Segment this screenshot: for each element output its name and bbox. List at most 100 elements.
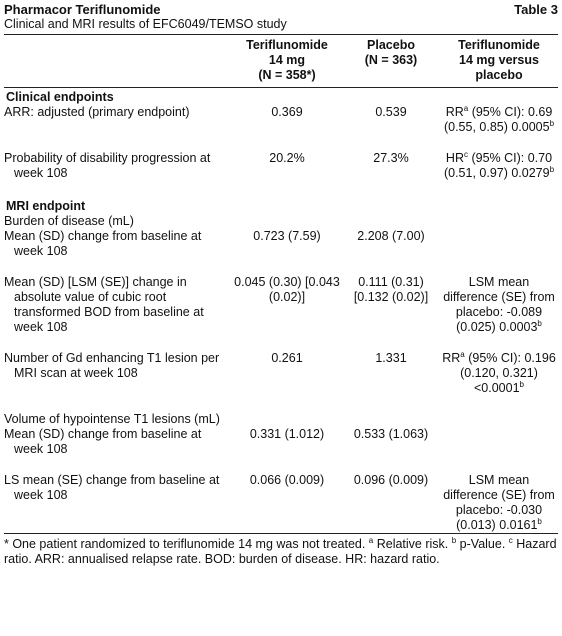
- text: LSM mean difference (SE) from placebo: -…: [443, 275, 555, 334]
- cell: [440, 214, 558, 229]
- cell: 0.096 (0.009): [342, 473, 440, 533]
- cell: RRa (95% CI): 0.69 (0.55, 0.85) 0.0005b: [440, 104, 558, 151]
- superscript: b: [537, 318, 542, 328]
- cell: LSM mean difference (SE) from placebo: -…: [440, 275, 558, 351]
- text: 0.533 (1.063): [353, 427, 429, 441]
- document: Pharmacor Teriflunomide Table 3 Clinical…: [4, 2, 558, 566]
- row-label: LS mean (SE) change from baseline at wee…: [4, 473, 232, 533]
- cell: 0.723 (7.59): [232, 229, 342, 275]
- text: LSM mean difference (SE) from placebo: -…: [443, 473, 555, 532]
- cell: [232, 214, 342, 229]
- header-line: 14 mg: [268, 53, 306, 67]
- text: RR: [445, 105, 464, 119]
- text: 27.3%: [373, 151, 409, 165]
- text: p-Value.: [456, 537, 509, 551]
- table-row: Mean (SD) [LSM (SE)] change in absolute …: [4, 275, 558, 351]
- cell: 0.066 (0.009): [232, 473, 342, 533]
- cell: 0.539: [342, 105, 440, 151]
- superscript: b: [549, 118, 555, 128]
- cell: 0.533 (1.063): [342, 427, 440, 473]
- text: RR: [442, 351, 461, 365]
- text: 0.096 (0.009): [353, 473, 429, 487]
- text: 0.539: [375, 105, 407, 119]
- header-line: 14 mg versus: [459, 53, 539, 67]
- text: (95% CI): 0.69 (0.55, 0.85) 0.0005: [443, 105, 553, 134]
- text: HR: [445, 151, 464, 165]
- cell: 0.261: [232, 351, 342, 412]
- cell: 27.3%: [342, 151, 440, 197]
- row-label: Mean (SD) [LSM (SE)] change in absolute …: [4, 275, 232, 351]
- text: LS mean (SE) change from baseline at wee…: [4, 473, 220, 502]
- text: Hazard ratio. ARR: annualised relapse ra…: [4, 537, 557, 566]
- row-label: Volume of hypointense T1 lesions (mL): [4, 412, 232, 427]
- title: Pharmacor Teriflunomide: [4, 2, 161, 17]
- superscript: b: [537, 516, 542, 526]
- table-row: Clinical endpoints: [4, 88, 558, 106]
- table-row: ARR: adjusted (primary endpoint) 0.369 0.5…: [4, 104, 558, 151]
- text: 0.066 (0.009): [249, 473, 325, 487]
- superscript: b: [549, 164, 555, 174]
- cell: 20.2%: [232, 151, 342, 197]
- column-header: Placebo (N = 363): [342, 35, 440, 88]
- text: 20.2%: [269, 151, 305, 165]
- table-body: Clinical endpoints ARR: adjusted (primary…: [4, 88, 558, 534]
- cell: [440, 229, 558, 275]
- column-header: Teriflunomide 14 mg versus placebo: [440, 35, 558, 88]
- text: * One patient randomized to teriflunomid…: [4, 537, 369, 551]
- text: 2.208 (7.00): [357, 229, 425, 243]
- column-header: Teriflunomide 14 mg (N = 358*): [232, 35, 342, 88]
- header-line: (N = 363): [364, 53, 418, 67]
- header-line: (N = 358*): [258, 68, 316, 82]
- row-label: Probability of disability progression at…: [4, 151, 232, 197]
- table-row: LS mean (SE) change from baseline at wee…: [4, 473, 558, 533]
- text: 0.045 (0.30) [0.043 (0.02)]: [234, 275, 340, 304]
- text: Number of Gd enhancing T1 lesion per MRI…: [4, 351, 220, 380]
- table-row: Volume of hypointense T1 lesions (mL): [4, 412, 558, 427]
- text: Volume of hypointense T1 lesions (mL): [4, 412, 220, 426]
- superscript: c: [463, 149, 468, 159]
- header-line: placebo: [475, 68, 523, 82]
- cell: 1.331: [342, 351, 440, 412]
- cell: [232, 412, 342, 427]
- text: 0.111 (0.31) [0.132 (0.02)]: [353, 275, 429, 304]
- section-heading: Clinical endpoints: [6, 90, 114, 104]
- text: 0.723 (7.59): [253, 229, 321, 243]
- row-label: Mean (SD) change from baseline at week 1…: [4, 427, 232, 473]
- cell: [440, 427, 558, 473]
- text: Relative risk.: [373, 537, 452, 551]
- title-bar: Pharmacor Teriflunomide Table 3: [4, 2, 558, 17]
- table-row: Burden of disease (mL): [4, 214, 558, 229]
- text: Mean (SD) [LSM (SE)] change in absolute …: [4, 275, 204, 334]
- header-cell: [4, 35, 232, 88]
- superscript: c: [508, 535, 513, 545]
- text: (95% CI): 0.70 (0.51, 0.97) 0.0279: [443, 151, 553, 180]
- table-row: MRI endpoint: [4, 197, 558, 214]
- superscript: b: [451, 535, 457, 545]
- cell: [342, 412, 440, 427]
- text: 1.331: [375, 351, 407, 365]
- table-label: Table 3: [514, 2, 558, 17]
- superscript: b: [519, 379, 524, 389]
- cell: 2.208 (7.00): [342, 229, 440, 275]
- header-row: Teriflunomide 14 mg (N = 358*) Placebo (N = …: [4, 35, 558, 88]
- cell: 0.369: [232, 105, 342, 151]
- cell: 0.111 (0.31) [0.132 (0.02)]: [342, 275, 440, 351]
- section-heading: MRI endpoint: [6, 199, 86, 213]
- text: 0.261: [271, 351, 303, 365]
- row-label: Burden of disease (mL): [4, 214, 232, 229]
- results-table: Teriflunomide 14 mg (N = 358*) Placebo (N = …: [4, 35, 558, 533]
- header-line: Placebo: [367, 38, 415, 52]
- subtitle: Clinical and MRI results of EFC6049/TEMS…: [4, 17, 558, 35]
- table-row: Number of Gd enhancing T1 lesion per MRI…: [4, 350, 558, 412]
- row-label: ARR: adjusted (primary endpoint): [4, 105, 232, 151]
- table-row: Mean (SD) change from baseline at week 1…: [4, 427, 558, 473]
- cell: [342, 214, 440, 229]
- header-line: Teriflunomide: [458, 38, 540, 52]
- cell: [440, 412, 558, 427]
- table-row: Mean (SD) change from baseline at week 1…: [4, 229, 558, 275]
- table-row: Probability of disability progression at…: [4, 149, 558, 197]
- cell: RRa (95% CI): 0.196 (0.120, 0.321) <0.00…: [440, 350, 558, 412]
- text: Probability of disability progression at…: [4, 151, 211, 180]
- header-line: Teriflunomide: [246, 38, 328, 52]
- cell: 0.045 (0.30) [0.043 (0.02)]: [232, 275, 342, 351]
